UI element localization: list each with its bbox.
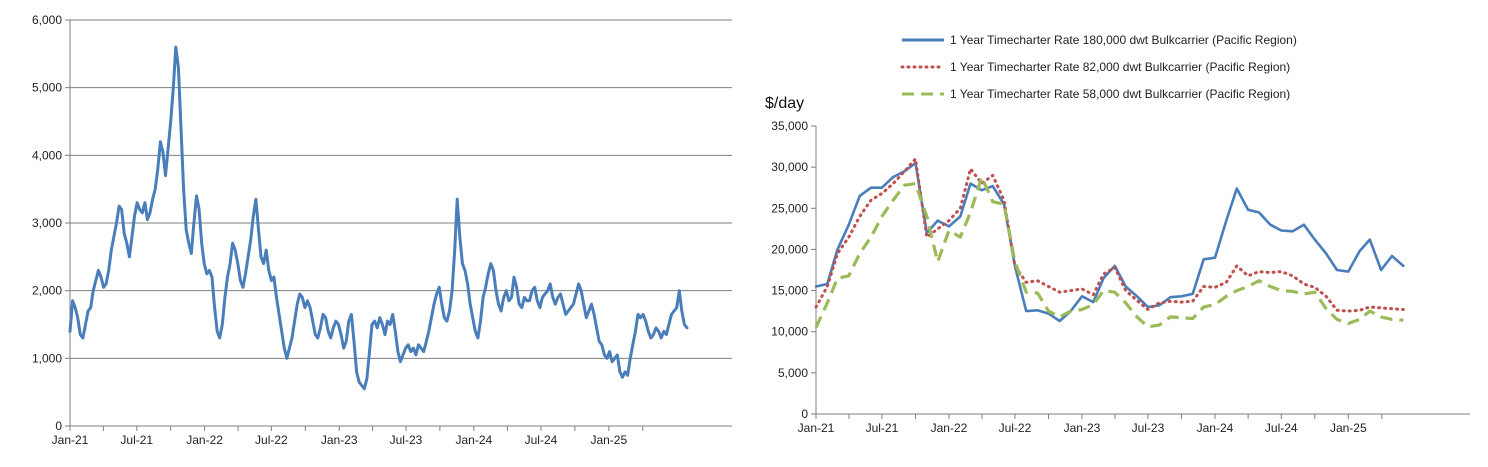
- legend-label: 1 Year Timecharter Rate 82,000 dwt Bulkc…: [950, 60, 1290, 74]
- left-line-chart: 0 1,000 2,000 3,000 4,000 5,000 6,000 Jan-21 Jul…: [32, 13, 732, 447]
- x-tick-label: Jan-25: [1330, 421, 1367, 435]
- x-tick-label: Jan-24: [455, 433, 492, 447]
- y-tick-label: 15,000: [771, 284, 808, 298]
- x-tick-label: Jul-23: [390, 433, 423, 447]
- y-tick-label: 5,000: [32, 81, 62, 95]
- y-tick-label: 3,000: [32, 216, 62, 230]
- x-tick-label: Jan-21: [52, 433, 89, 447]
- x-tick-label: Jul-22: [255, 433, 288, 447]
- y-tick-label: 2,000: [32, 284, 62, 298]
- y-tick-label: 4,000: [32, 148, 62, 162]
- y-tick-label: 1,000: [32, 351, 62, 365]
- series-line-3: [814, 175, 1404, 329]
- y-tick-label: 0: [801, 407, 808, 421]
- series-line-2: [814, 157, 1405, 313]
- legend-label: 1 Year Timecharter Rate 58,000 dwt Bulkc…: [950, 87, 1290, 101]
- x-tick-label: Jan-22: [931, 421, 968, 435]
- x-tick-label: Jan-22: [186, 433, 223, 447]
- x-tick-label: Jul-21: [866, 421, 899, 435]
- y-tick-label: 10,000: [771, 325, 808, 339]
- x-tick-label: Jan-23: [1064, 421, 1101, 435]
- legend-label: 1 Year Timecharter Rate 180,000 dwt Bulk…: [950, 33, 1297, 47]
- x-tick-label: Jul-23: [1132, 421, 1165, 435]
- x-tick-label: Jul-24: [525, 433, 558, 447]
- y-tick-label: 20,000: [771, 242, 808, 256]
- y-tick-label: 6,000: [32, 13, 62, 27]
- x-tick-label: Jul-21: [120, 433, 153, 447]
- y-tick-label: 5,000: [778, 366, 808, 380]
- legend-entry: 1 Year Timecharter Rate 58,000 dwt Bulkc…: [902, 87, 1290, 101]
- series-line-1: [68, 45, 689, 391]
- x-tick-label: Jul-22: [999, 421, 1032, 435]
- x-tick-label: Jul-24: [1265, 421, 1298, 435]
- x-tick-label: Jan-23: [321, 433, 358, 447]
- y-tick-label: 0: [55, 419, 62, 433]
- x-tick-label: Jan-21: [798, 421, 835, 435]
- x-tick-label: Jan-24: [1197, 421, 1234, 435]
- y-tick-label: 30,000: [771, 160, 808, 174]
- y-tick-label: 25,000: [771, 201, 808, 215]
- x-tick-label: Jan-25: [590, 433, 627, 447]
- y-tick-label: 35,000: [771, 119, 808, 133]
- legend-entry: 1 Year Timecharter Rate 82,000 dwt Bulkc…: [900, 60, 1290, 74]
- series-line-1: [814, 161, 1405, 323]
- y-axis-unit-label: $/day: [765, 95, 804, 112]
- legend-entry: 1 Year Timecharter Rate 180,000 dwt Bulk…: [902, 33, 1297, 47]
